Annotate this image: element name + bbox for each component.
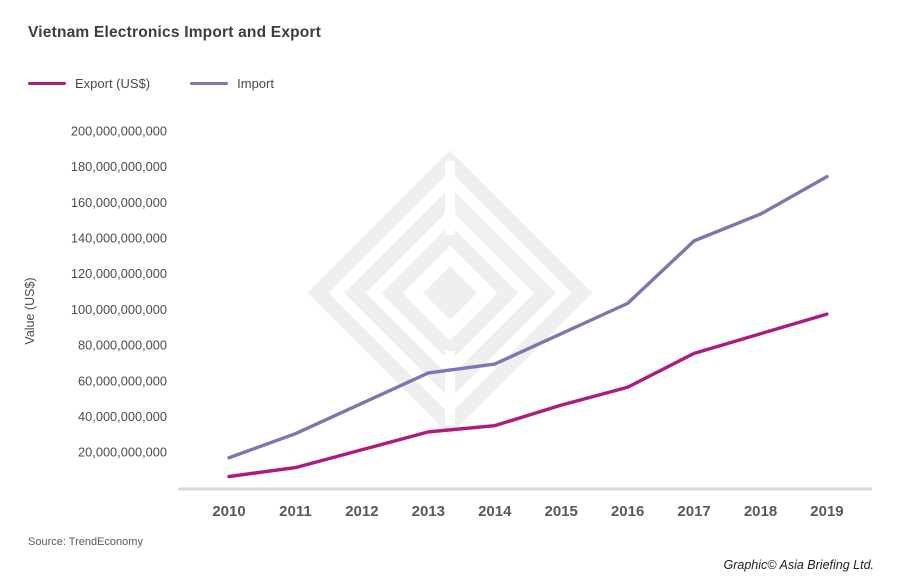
x-tick-label: 2012 <box>345 503 378 520</box>
credit-note: Graphic© Asia Briefing Ltd. <box>723 558 874 572</box>
y-tick-label: 120,000,000,000 <box>71 266 167 281</box>
y-tick-label: 200,000,000,000 <box>71 123 167 138</box>
x-tick-label: 2016 <box>611 503 644 520</box>
x-tick-label: 2010 <box>212 503 245 520</box>
y-tick-label: 20,000,000,000 <box>78 445 167 460</box>
line-chart: 20,000,000,000 40,000,000,000 60,000,000,0… <box>23 123 872 520</box>
series-line-export <box>227 312 829 479</box>
y-tick-label: 60,000,000,000 <box>78 373 167 388</box>
chart-legend: Export (US$) Import <box>28 76 274 91</box>
y-tick-label: 100,000,000,000 <box>71 302 167 317</box>
y-tick-label: 140,000,000,000 <box>71 230 167 245</box>
legend-item-export: Export (US$) <box>28 76 150 91</box>
y-tick-label: 40,000,000,000 <box>78 409 167 424</box>
page-title: Vietnam Electronics Import and Export <box>28 24 322 41</box>
x-tick-label: 2013 <box>412 503 445 520</box>
legend-label-export: Export (US$) <box>75 76 151 91</box>
y-axis-title: Value (US$) <box>23 277 37 344</box>
watermark-logo <box>307 150 593 436</box>
export-line-swatch <box>28 81 66 86</box>
legend-item-import: Import <box>190 76 274 91</box>
y-tick-label: 180,000,000,000 <box>71 159 167 174</box>
x-tick-label: 2014 <box>478 503 512 520</box>
x-tick-label: 2011 <box>279 503 312 520</box>
y-tick-label: 80,000,000,000 <box>78 338 167 353</box>
source-note: Source: TrendEconomy <box>28 536 143 548</box>
import-line-swatch <box>190 81 229 86</box>
x-tick-label: 2018 <box>744 503 777 520</box>
x-tick-label: 2017 <box>677 503 710 520</box>
x-tick-label: 2019 <box>810 503 843 520</box>
y-tick-label: 160,000,000,000 <box>71 195 167 210</box>
legend-label-import: Import <box>237 76 274 91</box>
series-line-import <box>227 174 829 460</box>
x-tick-label: 2015 <box>545 503 578 520</box>
